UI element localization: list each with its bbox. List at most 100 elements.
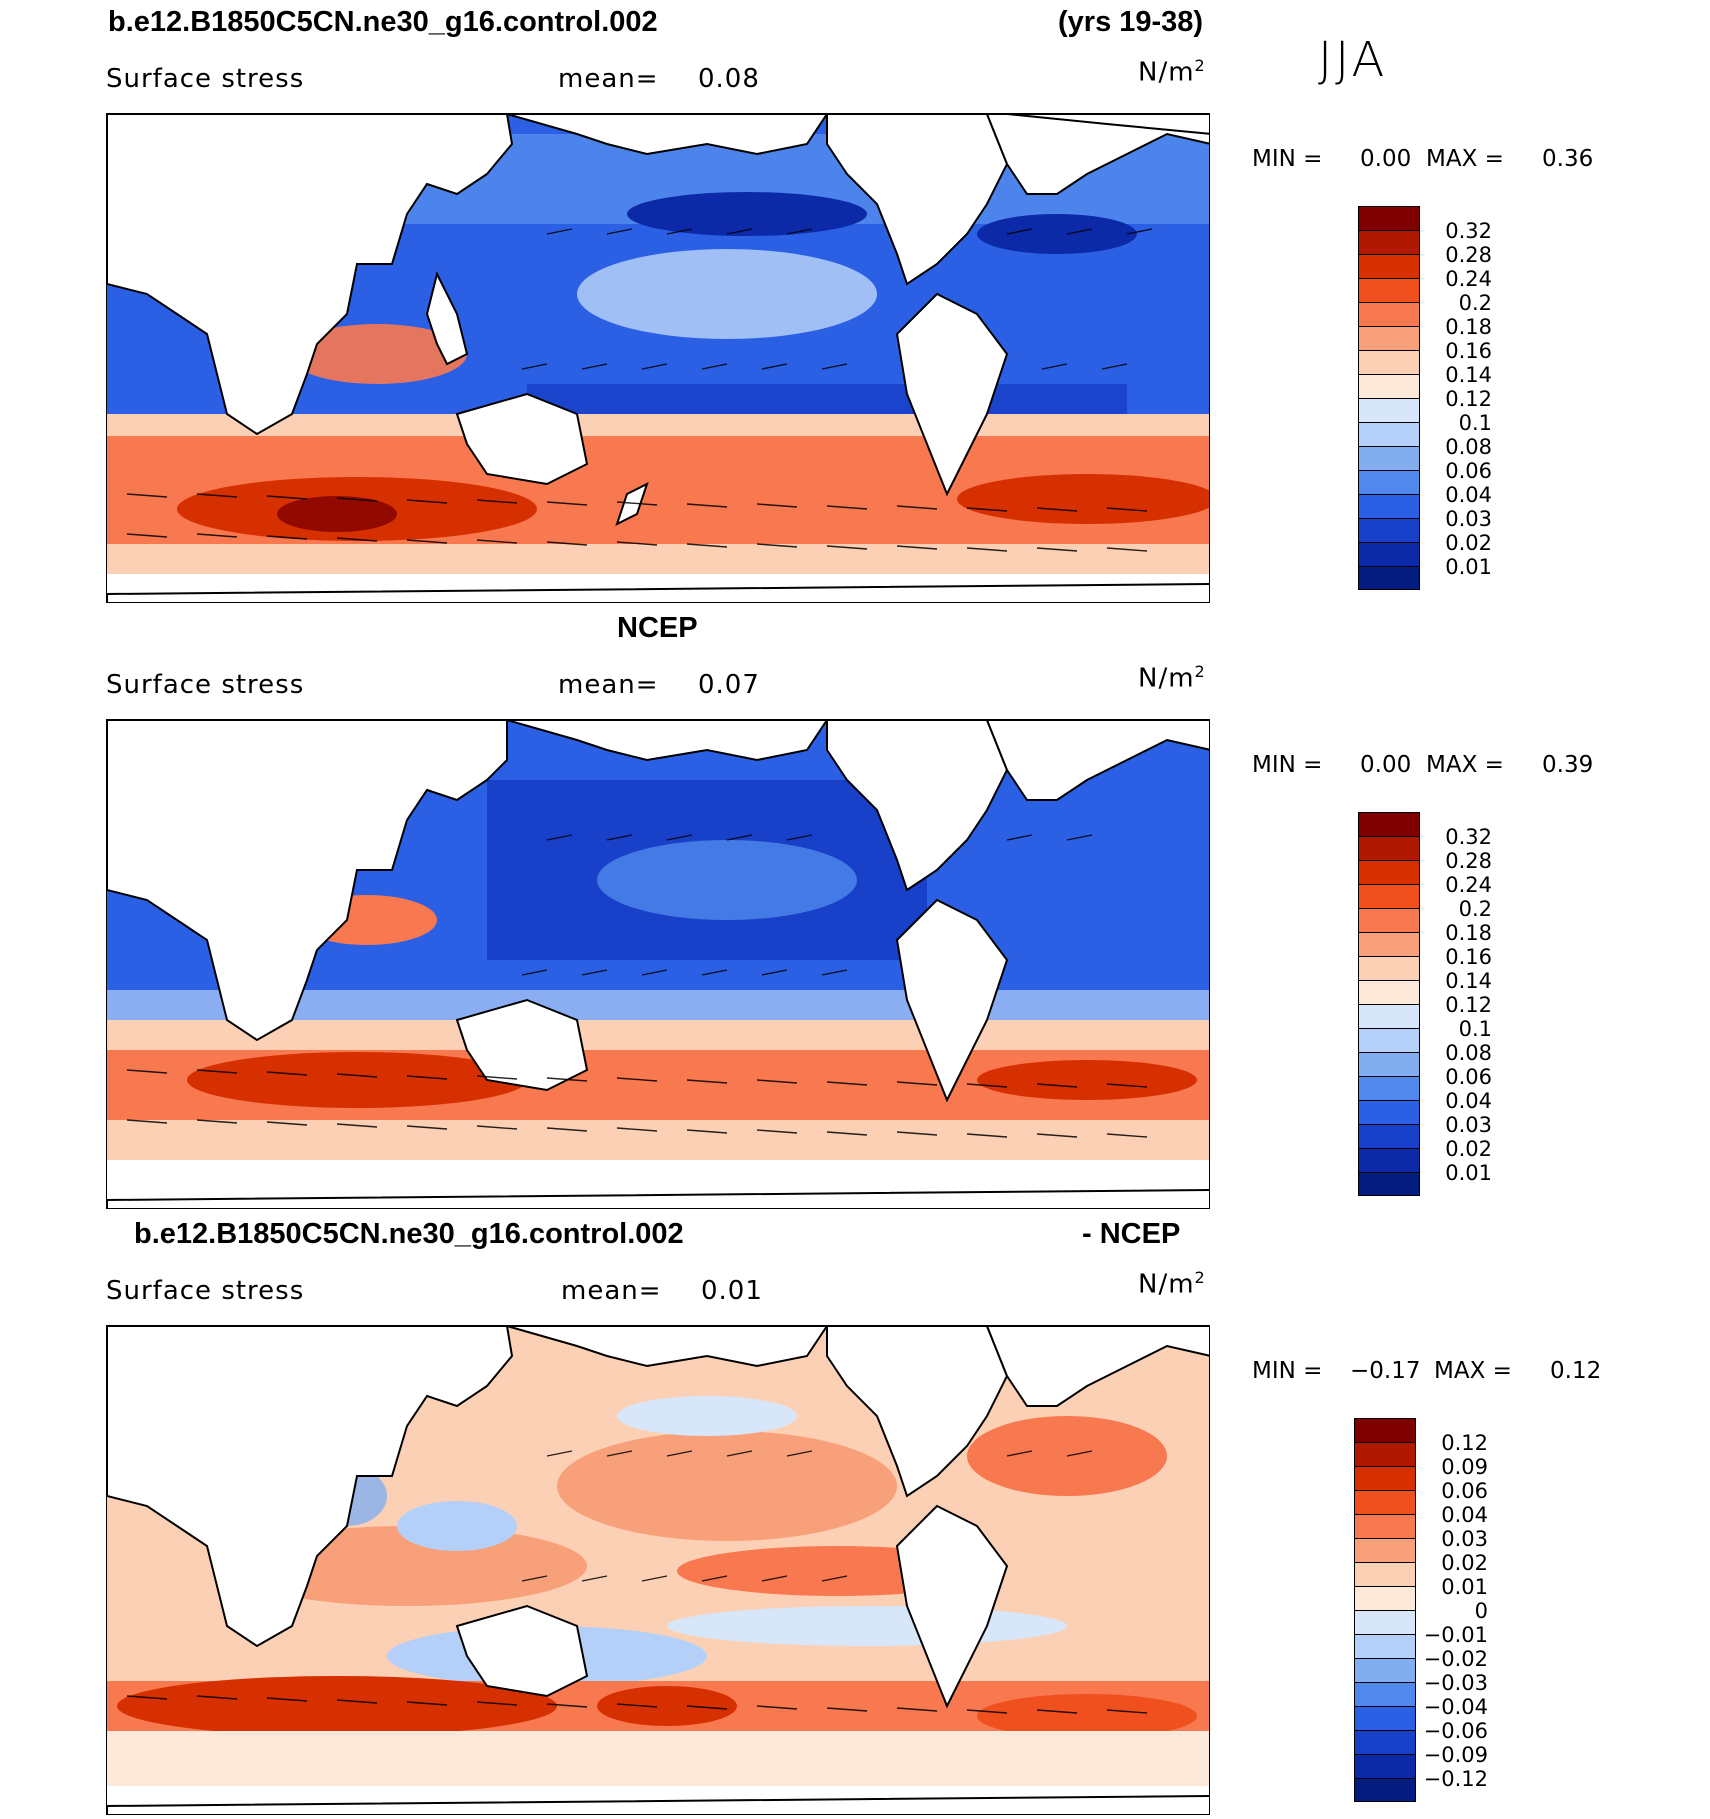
colorbar-tick-label: 0.1 xyxy=(1458,411,1492,435)
colorbar-tick-label: −0.03 xyxy=(1423,1671,1488,1695)
colorbar-swatch xyxy=(1358,1004,1420,1028)
colorbar-swatch xyxy=(1354,1610,1416,1634)
colorbar-swatch xyxy=(1354,1490,1416,1514)
colorbar-tick-label: 0.03 xyxy=(1445,1113,1492,1137)
colorbar-swatch xyxy=(1358,884,1420,908)
colorbar-tick-label: 0.16 xyxy=(1445,339,1492,363)
panel2-mean-label: mean= xyxy=(558,670,659,700)
colorbar-tick-label: 0.28 xyxy=(1445,243,1492,267)
colorbar-tick-label: 0.01 xyxy=(1445,555,1492,579)
panel1-title-years: (yrs 19-38) xyxy=(1058,6,1204,38)
colorbar-tick-label: 0.2 xyxy=(1458,897,1492,921)
colorbar-swatch xyxy=(1358,860,1420,884)
panel2-units: N/m2 xyxy=(1138,662,1206,694)
colorbar-swatch xyxy=(1358,518,1420,542)
colorbar-swatch xyxy=(1354,1538,1416,1562)
panel1-mean-label: mean= xyxy=(558,64,659,94)
colorbar-tick-label: 0.04 xyxy=(1441,1503,1488,1527)
colorbar-tick-label: 0.16 xyxy=(1445,945,1492,969)
colorbar-tick-label: −0.12 xyxy=(1423,1767,1488,1791)
panel3-variable-label: Surface stress xyxy=(106,1276,305,1306)
colorbar-swatch xyxy=(1354,1754,1416,1778)
colorbar-tick-label: 0.06 xyxy=(1441,1479,1488,1503)
colorbar-tick-label: 0.06 xyxy=(1445,459,1492,483)
panel2-mean-value: 0.07 xyxy=(698,670,760,700)
panel1-min-value: 0.00 xyxy=(1360,146,1412,172)
colorbar-swatch xyxy=(1354,1778,1416,1802)
colorbar-tick-label: 0.18 xyxy=(1445,921,1492,945)
colorbar-tick-label: 0.02 xyxy=(1445,1137,1492,1161)
colorbar-swatch xyxy=(1358,1028,1420,1052)
colorbar-swatch xyxy=(1358,836,1420,860)
panel1-model-stress-map xyxy=(106,113,1210,603)
colorbar-tick-label: −0.09 xyxy=(1423,1743,1488,1767)
colorbar-tick-label: 0.14 xyxy=(1445,363,1492,387)
colorbar-swatch xyxy=(1358,494,1420,518)
colorbar-swatch xyxy=(1358,542,1420,566)
colorbar-swatch xyxy=(1354,1586,1416,1610)
colorbar-tick-label: 0.32 xyxy=(1445,825,1492,849)
colorbar-swatch xyxy=(1358,350,1420,374)
colorbar-swatch xyxy=(1354,1730,1416,1754)
panel2-max-value: 0.39 xyxy=(1542,752,1594,778)
colorbar-tick-label: 0.32 xyxy=(1445,219,1492,243)
colorbar-swatch xyxy=(1358,422,1420,446)
colorbar-tick-label: 0.04 xyxy=(1445,483,1492,507)
colorbar-tick-label: 0.12 xyxy=(1441,1431,1488,1455)
colorbar-swatch xyxy=(1354,1706,1416,1730)
colorbar-swatch xyxy=(1358,470,1420,494)
panel1-units: N/m2 xyxy=(1138,56,1206,88)
panel3-max-value: 0.12 xyxy=(1550,1358,1602,1384)
colorbar-swatch xyxy=(1358,254,1420,278)
season-label: JJA xyxy=(1318,32,1388,88)
colorbar-tick-label: 0.03 xyxy=(1445,507,1492,531)
panel3-title-diff: - NCEP xyxy=(1082,1218,1181,1250)
colorbar-swatch xyxy=(1358,1076,1420,1100)
panel2-variable-label: Surface stress xyxy=(106,670,305,700)
colorbar-swatch xyxy=(1354,1658,1416,1682)
colorbar-swatch xyxy=(1354,1514,1416,1538)
colorbar-tick-label: 0.18 xyxy=(1445,315,1492,339)
colorbar-swatch xyxy=(1358,446,1420,470)
colorbar-swatch xyxy=(1358,1052,1420,1076)
colorbar-swatch xyxy=(1354,1418,1416,1442)
colorbar-swatch xyxy=(1354,1634,1416,1658)
colorbar-swatch xyxy=(1358,980,1420,1004)
colorbar-swatch xyxy=(1358,956,1420,980)
panel2-ncep-stress-map xyxy=(106,719,1210,1209)
colorbar-tick-label: 0.24 xyxy=(1445,267,1492,291)
colorbar-tick-label: −0.01 xyxy=(1423,1623,1488,1647)
colorbar-swatch xyxy=(1358,398,1420,422)
colorbar-swatch xyxy=(1358,566,1420,590)
colorbar-tick-label: 0.02 xyxy=(1445,531,1492,555)
colorbar-swatch xyxy=(1354,1562,1416,1586)
panel3-min-label: MIN = xyxy=(1252,1358,1323,1384)
colorbar-swatch xyxy=(1358,1100,1420,1124)
panel1-min-label: MIN = xyxy=(1252,146,1323,172)
colorbar-swatch xyxy=(1358,230,1420,254)
panel1-max-value: 0.36 xyxy=(1542,146,1594,172)
colorbar-tick-label: 0.01 xyxy=(1445,1161,1492,1185)
panel1-title-case: b.e12.B1850C5CN.ne30_g16.control.002 xyxy=(108,6,658,38)
panel2-min-value: 0.00 xyxy=(1360,752,1412,778)
colorbar-swatch xyxy=(1358,812,1420,836)
colorbar-tick-label: 0.06 xyxy=(1445,1065,1492,1089)
colorbar-swatch xyxy=(1354,1442,1416,1466)
panel3-min-value: −0.17 xyxy=(1350,1358,1421,1384)
panel2-max-label: MAX = xyxy=(1426,752,1504,778)
colorbar-tick-label: 0.04 xyxy=(1445,1089,1492,1113)
colorbar-swatch xyxy=(1358,206,1420,230)
panel2-min-label: MIN = xyxy=(1252,752,1323,778)
colorbar-swatch xyxy=(1358,1148,1420,1172)
panel3-title-case: b.e12.B1850C5CN.ne30_g16.control.002 xyxy=(134,1218,684,1250)
colorbar-tick-label: 0.03 xyxy=(1441,1527,1488,1551)
colorbar-tick-label: 0.08 xyxy=(1445,435,1492,459)
colorbar-tick-label: 0 xyxy=(1474,1599,1488,1623)
panel1-max-label: MAX = xyxy=(1426,146,1504,172)
colorbar-tick-label: 0.14 xyxy=(1445,969,1492,993)
colorbar-tick-label: 0.24 xyxy=(1445,873,1492,897)
colorbar-swatch xyxy=(1358,278,1420,302)
colorbar-tick-label: 0.12 xyxy=(1445,387,1492,411)
colorbar-tick-label: 0.09 xyxy=(1441,1455,1488,1479)
colorbar-tick-label: −0.02 xyxy=(1423,1647,1488,1671)
